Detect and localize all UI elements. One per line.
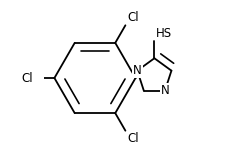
Text: Cl: Cl bbox=[127, 132, 139, 145]
Text: Cl: Cl bbox=[21, 71, 33, 85]
Text: N: N bbox=[133, 64, 142, 77]
Text: HS: HS bbox=[156, 27, 172, 40]
Text: Cl: Cl bbox=[127, 11, 139, 24]
Text: N: N bbox=[161, 84, 169, 97]
